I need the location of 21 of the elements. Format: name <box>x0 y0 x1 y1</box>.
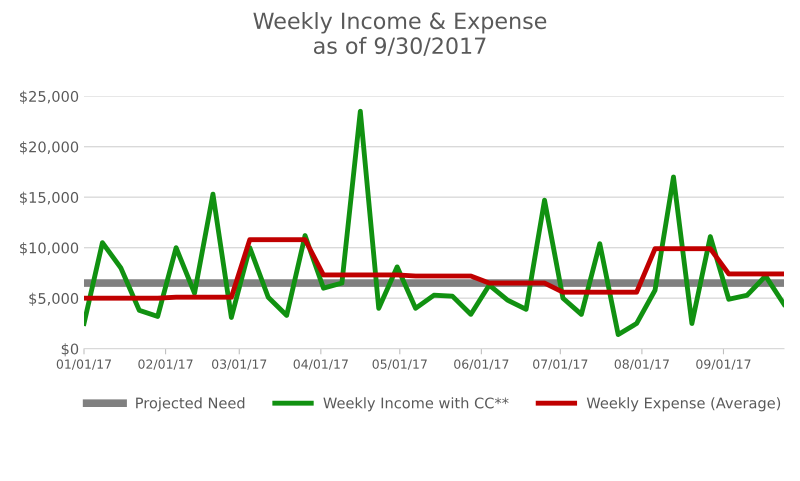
legend-label: Projected Need <box>136 397 244 412</box>
y-tick-label: $20,000 <box>20 141 78 154</box>
y-tick-label: $0 <box>62 343 78 356</box>
x-tick-label: 05/01/17 <box>372 359 427 370</box>
y-tick-label: $10,000 <box>20 242 78 256</box>
legend-label: Weekly Income with CC** <box>323 397 509 412</box>
legend-label: Weekly Expense (Average) <box>586 397 780 412</box>
x-tick-label: 06/01/17 <box>454 359 508 370</box>
x-tick-label: 04/01/17 <box>294 359 348 370</box>
x-tick-label: 09/01/17 <box>696 359 750 370</box>
line-series <box>84 237 784 301</box>
y-tick-label: $25,000 <box>20 90 78 104</box>
line-series <box>84 108 784 338</box>
y-tick-label: $5,000 <box>29 292 78 306</box>
x-tick-label: 02/01/17 <box>138 359 193 370</box>
x-tick-label: 03/01/17 <box>212 359 266 370</box>
x-tick-label: 01/01/17 <box>56 359 111 370</box>
x-tick-label: 07/01/17 <box>533 359 588 370</box>
x-tick-label: 08/01/17 <box>614 359 669 370</box>
y-tick-label: $15,000 <box>20 192 78 205</box>
chart-title: Weekly Income & Expense as of 9/30/2017 <box>253 12 546 56</box>
